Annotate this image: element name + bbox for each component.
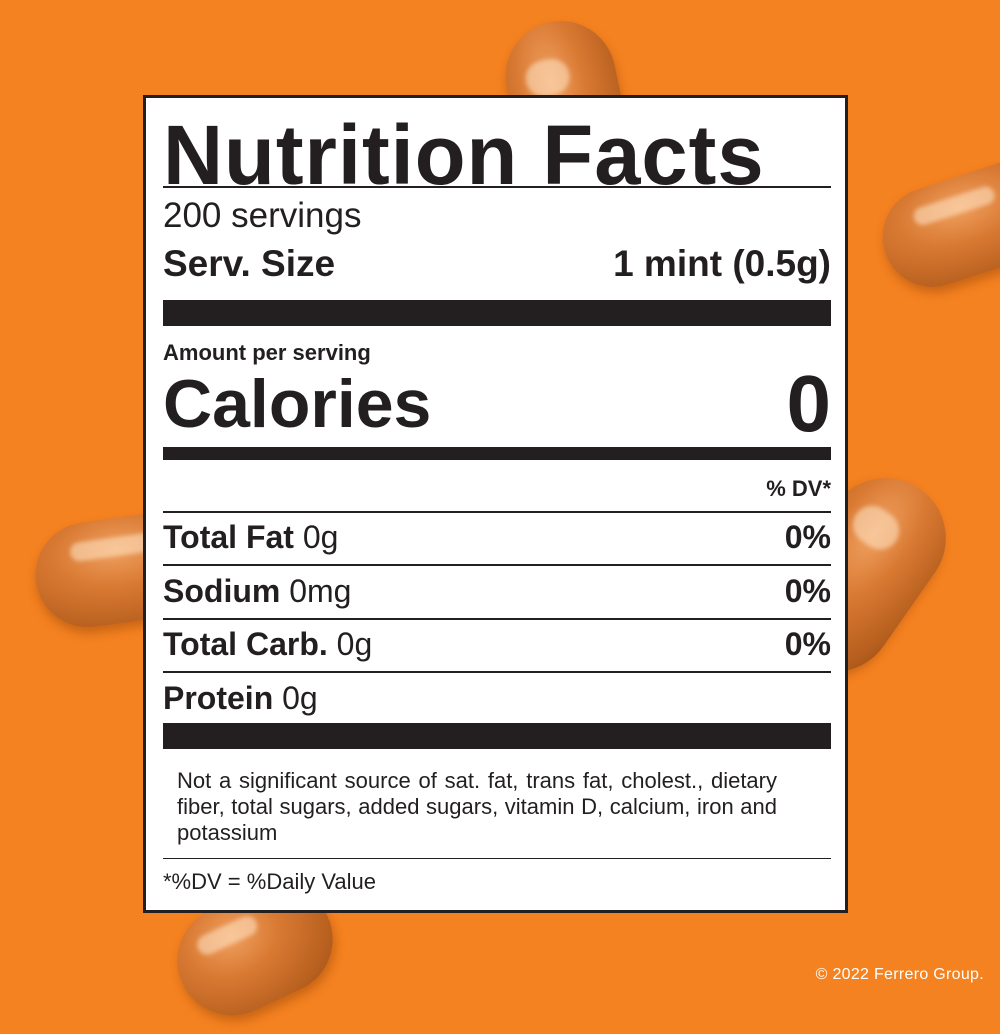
nutrient-dv: 0% [784, 626, 831, 662]
nutrition-facts-label: Nutrition Facts 200 servings Serv. Size … [143, 95, 848, 913]
medium-divider [163, 447, 831, 460]
amount-per-serving: Amount per serving [163, 340, 371, 365]
divider [163, 511, 831, 513]
nutrient-row-sodium: Sodium 0mg [163, 575, 351, 607]
thick-divider [163, 723, 831, 749]
divider [163, 671, 831, 673]
nutrient-dv: 0% [784, 573, 831, 609]
calories-label: Calories [163, 366, 432, 442]
serving-size-label: Serv. Size [163, 243, 336, 284]
dv-header: % DV* [766, 476, 831, 501]
nutrient-name: Sodium [163, 573, 281, 609]
nutrient-amount: 0g [336, 626, 373, 662]
copyright-notice: © 2022 Ferrero Group. [815, 966, 984, 983]
nutrient-row-protein: Protein 0g [163, 682, 318, 714]
nutrient-dv: 0% [784, 519, 831, 555]
candy-mint-image [869, 140, 1000, 300]
divider [163, 564, 831, 566]
divider [163, 186, 831, 188]
divider [163, 618, 831, 620]
nutrient-amount: 0g [302, 519, 339, 555]
nutrient-amount: 0g [282, 680, 318, 716]
label-title: Nutrition Facts [163, 108, 765, 202]
nutrient-name: Total Carb. [163, 626, 328, 662]
thick-divider [163, 300, 831, 326]
calories-value: 0 [786, 359, 832, 448]
serving-size-value: 1 mint (0.5g) [613, 243, 831, 284]
footnote: Not a significant source of sat. fat, tr… [177, 768, 777, 845]
dv-definition: *%DV = %Daily Value [163, 869, 376, 894]
nutrient-row-total-fat: Total Fat 0g [163, 521, 338, 553]
nutrient-name: Total Fat [163, 519, 294, 555]
nutrient-row-total-carb: Total Carb. 0g [163, 628, 372, 660]
divider [163, 858, 831, 859]
nutrient-amount: 0mg [289, 573, 352, 609]
nutrient-name: Protein [163, 680, 274, 716]
servings-per-container: 200 servings [163, 196, 362, 235]
